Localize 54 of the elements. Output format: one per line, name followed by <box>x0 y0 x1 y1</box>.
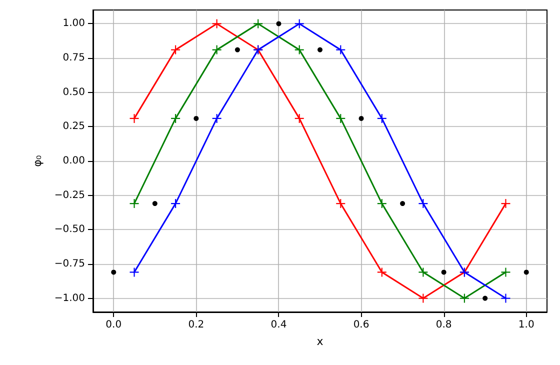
point <box>418 294 428 303</box>
point <box>501 268 510 277</box>
point <box>194 116 199 121</box>
point <box>441 270 446 275</box>
y-axis-title: φ₀ <box>31 154 44 167</box>
y-tick-label: 0.00 <box>62 156 85 166</box>
point <box>358 116 364 121</box>
point <box>130 114 139 123</box>
y-tick-label: −1.00 <box>54 292 85 304</box>
point <box>294 19 304 28</box>
x-tick-label: 0.8 <box>436 320 452 330</box>
x-axis-title: x <box>316 335 324 348</box>
y-tick-label: 0.50 <box>62 86 85 98</box>
point <box>294 114 304 123</box>
point <box>482 296 488 301</box>
point <box>294 45 304 54</box>
point <box>418 199 428 208</box>
point <box>212 19 222 28</box>
point <box>336 199 346 208</box>
y-tick-label: −0.75 <box>54 258 85 270</box>
point <box>130 268 139 277</box>
y-tick-label: −0.50 <box>54 224 85 236</box>
point <box>171 199 180 208</box>
point <box>418 268 428 277</box>
y-tick-label: 0.25 <box>62 121 85 132</box>
point <box>212 45 222 54</box>
point <box>111 270 116 275</box>
y-tick-label: 0.75 <box>62 52 85 64</box>
point <box>171 45 180 54</box>
point <box>254 19 263 28</box>
point <box>130 199 139 208</box>
y-tick-label: 1.00 <box>62 18 85 30</box>
point <box>460 294 469 303</box>
point <box>171 114 180 123</box>
point <box>377 199 386 208</box>
point <box>400 201 406 206</box>
x-tick-label: 0.0 <box>106 320 122 330</box>
x-tick-label: 1.0 <box>518 320 534 330</box>
point <box>377 114 386 123</box>
point <box>234 47 240 52</box>
point <box>501 294 510 303</box>
point <box>276 21 282 26</box>
point <box>152 201 158 206</box>
point <box>212 114 222 123</box>
point <box>336 45 346 54</box>
x-tick-label: 0.2 <box>188 320 204 330</box>
point <box>336 114 346 123</box>
point <box>501 199 510 208</box>
y-tick-label: −0.25 <box>54 190 85 201</box>
point <box>377 268 386 277</box>
point <box>318 47 322 52</box>
x-tick-label: 0.4 <box>270 320 287 330</box>
point <box>524 270 529 275</box>
x-tick-label: 0.6 <box>353 320 370 330</box>
